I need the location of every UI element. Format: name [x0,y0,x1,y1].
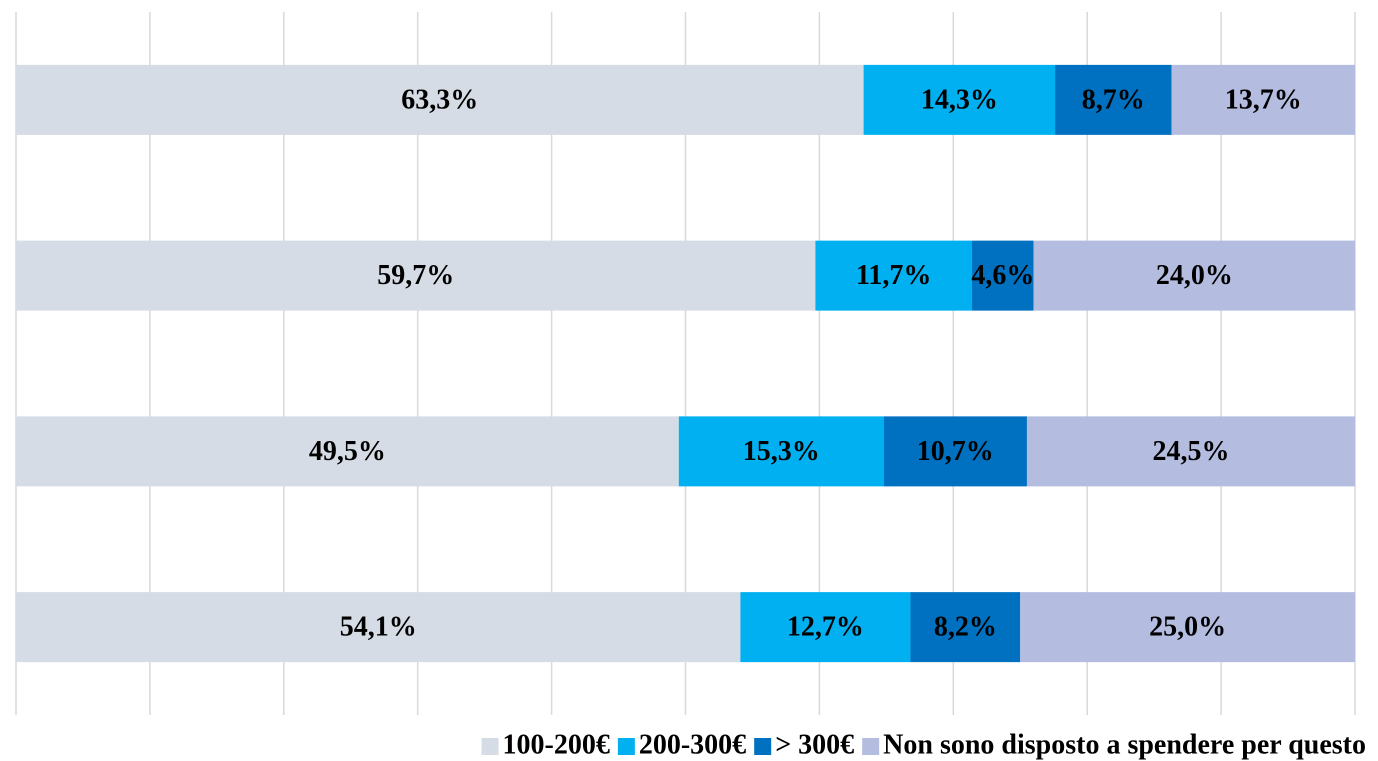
legend-swatch [862,738,880,755]
data-label: 11,7% [856,260,931,291]
data-label: 63,3% [401,84,478,115]
data-label: 24,0% [1156,260,1233,291]
legend-label: 200-300€ [639,729,746,760]
legend-swatch [617,738,635,755]
legend-label: > 300€ [775,729,854,760]
data-label: 24,5% [1152,436,1229,467]
data-label: 13,7% [1225,84,1302,115]
bar-segment [678,416,884,487]
data-label: 49,5% [309,436,386,467]
legend-label: Non sono disposto a spendere per questo [883,729,1366,760]
bar-segment [1055,64,1172,135]
bar-segment [740,592,911,663]
bar-segment [1171,64,1355,135]
bar-segment [16,64,864,135]
bar-segment [972,240,1034,311]
legend-swatch [754,738,772,755]
bar-segment [1033,240,1355,311]
bar-segment [16,416,679,487]
bar-segment [16,592,741,663]
data-label: 10,7% [917,436,994,467]
data-label: 54,1% [340,612,417,643]
data-label: 4,6% [971,260,1034,291]
data-label: 14,3% [921,84,998,115]
legend-swatch [481,738,499,755]
legend-label: 100-200€ [503,729,610,760]
bar-segment [16,240,816,311]
bar-segment [1020,592,1355,663]
bar-segment [815,240,973,311]
data-label: 12,7% [787,612,864,643]
data-label: 25,0% [1149,612,1226,643]
bar-segment [883,416,1027,487]
data-label: 59,7% [377,260,454,291]
bar-segment [863,64,1056,135]
bar-segment [1026,416,1355,487]
bar-segment [910,592,1021,663]
data-label: 8,7% [1082,84,1145,115]
data-label: 8,2% [934,612,997,643]
data-label: 15,3% [743,436,820,467]
